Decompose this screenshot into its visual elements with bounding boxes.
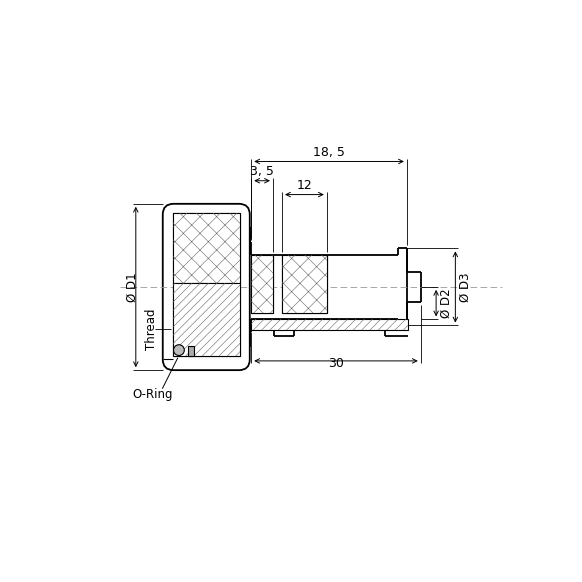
Text: Ø D3: Ø D3 bbox=[459, 272, 472, 301]
Text: 18, 5: 18, 5 bbox=[313, 146, 345, 159]
Bar bbox=[188, 346, 194, 356]
Text: 30: 30 bbox=[328, 357, 344, 370]
Circle shape bbox=[173, 345, 184, 356]
Bar bbox=[282, 255, 327, 313]
Bar bbox=[173, 283, 240, 356]
FancyBboxPatch shape bbox=[163, 204, 250, 370]
Text: O-Ring: O-Ring bbox=[132, 388, 172, 401]
Text: Ø D2: Ø D2 bbox=[440, 288, 453, 318]
Bar bbox=[251, 320, 409, 330]
Bar bbox=[173, 213, 240, 283]
Text: Ø D1: Ø D1 bbox=[126, 272, 139, 302]
Bar bbox=[282, 255, 327, 313]
Bar bbox=[173, 213, 240, 283]
Bar bbox=[251, 255, 273, 313]
Bar bbox=[173, 283, 240, 356]
Text: 3, 5: 3, 5 bbox=[250, 165, 274, 179]
Bar bbox=[251, 255, 273, 313]
Bar bbox=[251, 320, 409, 330]
Text: Thread: Thread bbox=[145, 308, 158, 350]
Text: 12: 12 bbox=[297, 179, 313, 192]
